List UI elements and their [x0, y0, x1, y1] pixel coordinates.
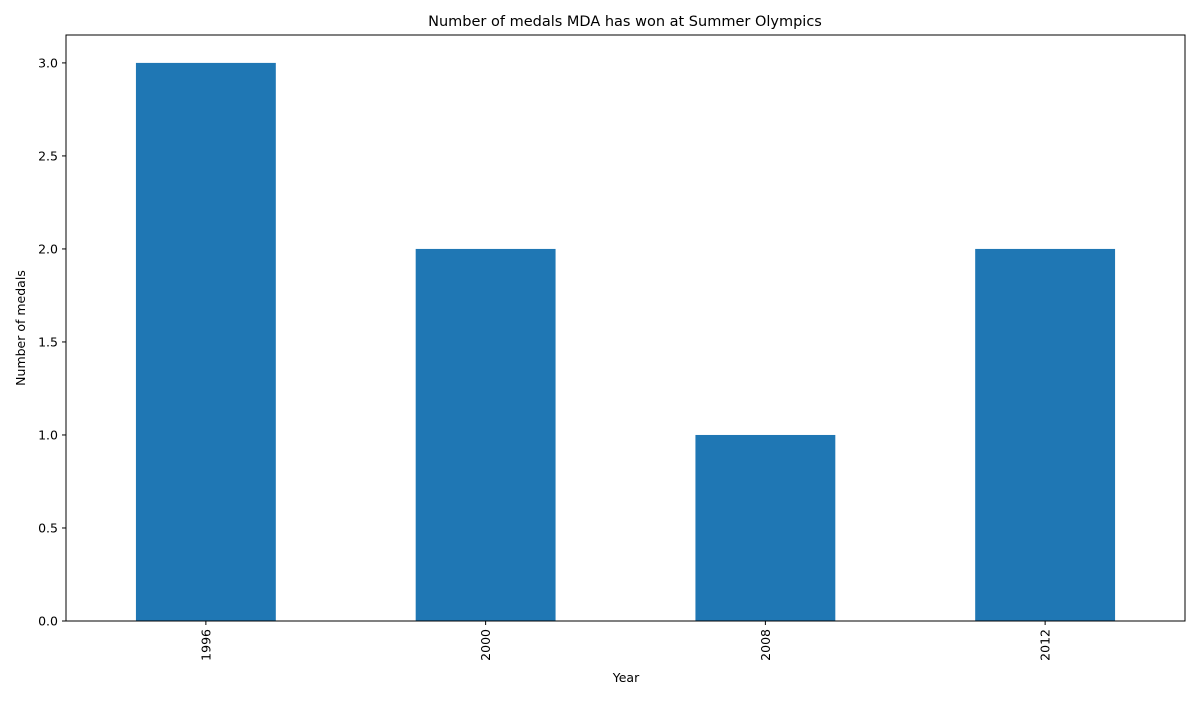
y-tick-label: 1.5 — [38, 334, 58, 349]
plot-frame — [65, 34, 1186, 622]
bar-1996 — [135, 62, 276, 621]
y-tick-label: 3.0 — [38, 55, 58, 70]
x-tick-label: 2000 — [478, 629, 493, 661]
x-axis-label: Year — [612, 670, 640, 685]
x-tick-label: 2012 — [1038, 629, 1053, 661]
bar-2000 — [415, 248, 556, 621]
bar-2008 — [695, 434, 836, 621]
y-tick-label: 0.0 — [38, 614, 58, 629]
y-tick-label: 1.0 — [38, 427, 58, 442]
x-tick-label: 1996 — [198, 629, 213, 661]
bars-layer — [135, 62, 1116, 621]
x-axis: 1996 2000 2008 2012 — [198, 621, 1053, 661]
y-axis-label: Number of medals — [13, 270, 28, 386]
chart-title: Number of medals MDA has won at Summer O… — [428, 14, 822, 30]
x-tick-label: 2008 — [758, 629, 773, 661]
y-axis: 0.0 0.5 1.0 1.5 2.0 2.5 3.0 — [38, 55, 66, 629]
y-tick-label: 2.5 — [38, 148, 58, 163]
bar-2012 — [975, 248, 1116, 621]
y-tick-label: 2.0 — [38, 241, 58, 256]
y-tick-label: 0.5 — [38, 520, 58, 535]
